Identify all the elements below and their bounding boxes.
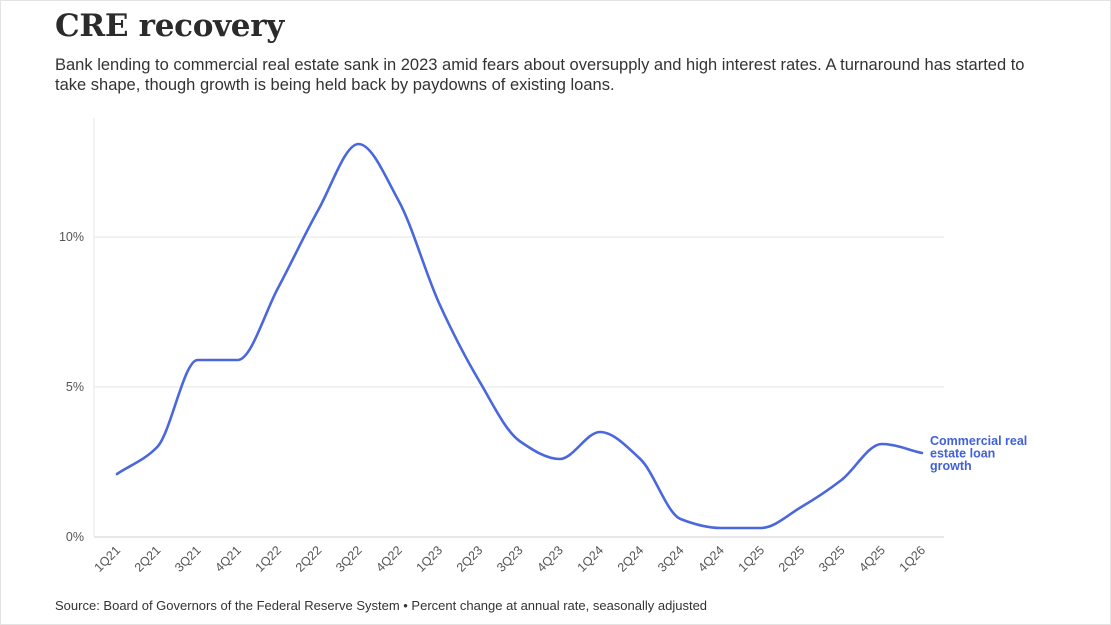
- gridlines: [94, 236, 944, 538]
- x-tick-label: 4Q25: [856, 543, 888, 575]
- x-tick-label: 2Q23: [454, 543, 486, 575]
- x-tick-label: 1Q25: [736, 543, 768, 575]
- x-tick-label: 2Q22: [293, 543, 325, 575]
- series-layer: [115, 142, 924, 530]
- series-line: [115, 142, 924, 530]
- series-label-line: Commercial real: [930, 434, 1027, 448]
- x-tick-label: 2Q25: [776, 543, 808, 575]
- x-tick-label: 4Q21: [212, 543, 244, 575]
- x-tick-label: 4Q22: [373, 543, 405, 575]
- labels: 0% 5% 10% 1Q21 2Q21 3Q21 4Q21 1Q22 2Q22 3Q22 4Q22 1…: [59, 230, 1027, 575]
- x-tick-label: 3Q25: [816, 543, 848, 575]
- x-tick-label: 3Q21: [172, 543, 204, 575]
- x-tick-label: 4Q23: [534, 543, 566, 575]
- x-tick-label: 1Q21: [92, 543, 124, 575]
- source-note: Source: Board of Governors of the Federa…: [55, 598, 708, 613]
- x-tick-label: 3Q24: [655, 543, 687, 575]
- y-tick-label: 5%: [66, 380, 84, 394]
- series-label-line: growth: [930, 459, 972, 473]
- x-tick-label: 1Q23: [414, 543, 446, 575]
- chart-title: CRE recovery: [55, 8, 284, 44]
- x-tick-label: 3Q22: [333, 543, 365, 575]
- series-label: Commercial real estate loan growth: [930, 434, 1027, 473]
- series-label-line: estate loan: [930, 447, 995, 461]
- chart-subtitle: Bank lending to commercial real estate s…: [55, 56, 1025, 94]
- y-tick-label: 10%: [59, 230, 84, 244]
- x-tick-label: 1Q24: [575, 543, 607, 575]
- x-tick-label: 2Q21: [132, 543, 164, 575]
- x-tick-label: 1Q26: [897, 543, 929, 575]
- x-tick-label: 2Q24: [615, 543, 647, 575]
- x-tick-label: 4Q24: [695, 543, 727, 575]
- x-tick-label: 1Q22: [253, 543, 285, 575]
- y-tick-label: 0%: [66, 530, 84, 544]
- x-tick-label: 3Q23: [494, 543, 526, 575]
